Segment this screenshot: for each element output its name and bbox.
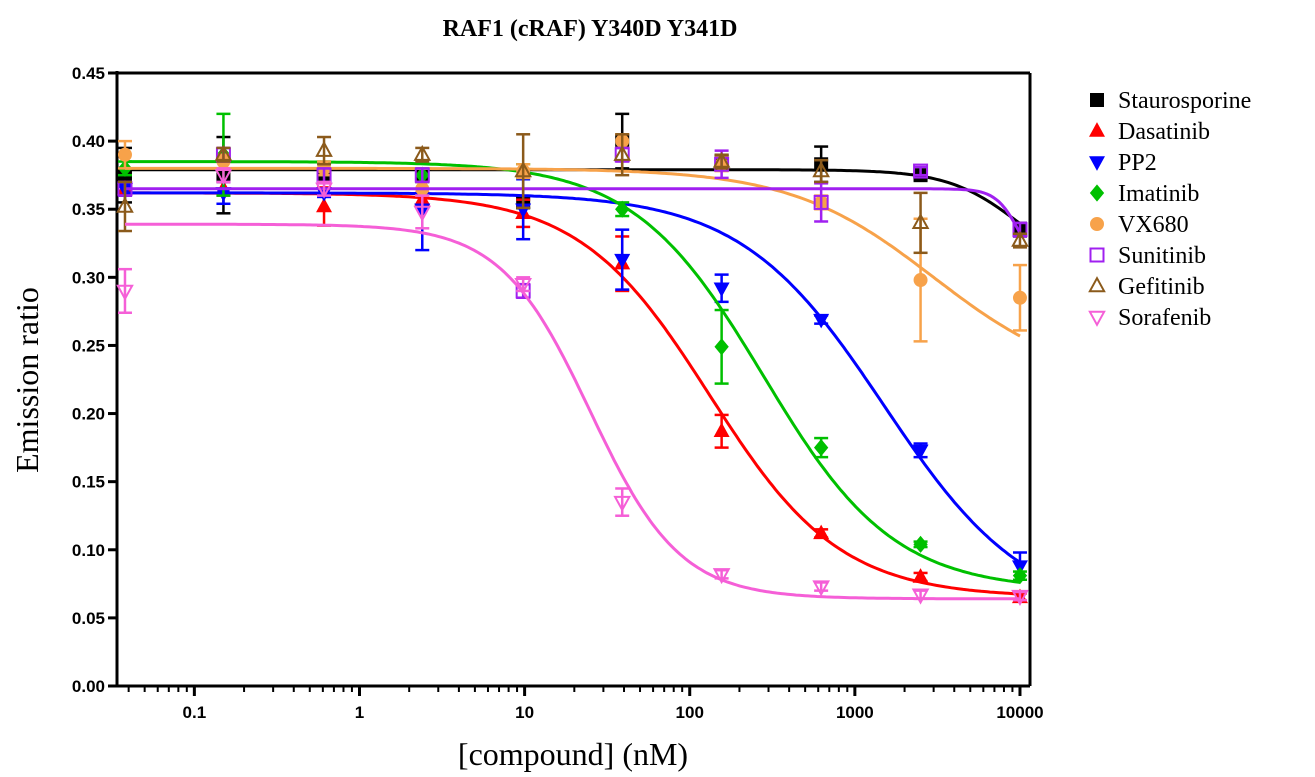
series bbox=[116, 133, 1029, 255]
y-tick-label: 0.40 bbox=[72, 132, 105, 151]
legend-marker bbox=[1089, 122, 1105, 137]
point bbox=[812, 161, 830, 178]
point bbox=[315, 182, 333, 199]
legend-label: Imatinib bbox=[1118, 181, 1199, 207]
point bbox=[712, 151, 731, 168]
fit-curve bbox=[125, 191, 1021, 564]
x-tick-label: 10000 bbox=[996, 703, 1043, 722]
point bbox=[712, 568, 731, 585]
legend-marker bbox=[1088, 276, 1106, 293]
legend-marker bbox=[1089, 184, 1105, 202]
point bbox=[1012, 567, 1028, 585]
point bbox=[1011, 230, 1029, 247]
error-bar bbox=[117, 180, 132, 233]
point bbox=[911, 588, 930, 605]
legend-label: Dasatinib bbox=[1118, 119, 1210, 145]
point bbox=[813, 313, 830, 329]
point bbox=[1011, 589, 1029, 606]
legend-label: Sorafenib bbox=[1118, 305, 1211, 331]
x-tick-label: 100 bbox=[676, 703, 704, 722]
point bbox=[713, 422, 730, 437]
x-tick-label: 0.1 bbox=[183, 703, 207, 722]
series bbox=[117, 112, 1028, 585]
chart-title: RAF1 (cRAF) Y340D Y341D bbox=[443, 16, 738, 42]
point bbox=[316, 197, 333, 213]
fit-curve bbox=[125, 222, 1020, 601]
point bbox=[713, 282, 730, 298]
error-bar bbox=[615, 133, 630, 177]
point bbox=[911, 212, 930, 230]
error-bar bbox=[415, 194, 430, 230]
point bbox=[116, 284, 134, 301]
legend-marker bbox=[1089, 247, 1105, 263]
point bbox=[812, 580, 830, 597]
point bbox=[413, 205, 432, 222]
y-tick-label: 0.30 bbox=[72, 268, 105, 287]
point bbox=[813, 524, 830, 540]
error-bar bbox=[913, 589, 928, 601]
y-tick-label: 0.05 bbox=[72, 609, 105, 628]
point bbox=[214, 144, 233, 161]
fit-curve bbox=[125, 187, 1022, 234]
fit-curve bbox=[125, 166, 1021, 338]
y-tick-label: 0.10 bbox=[72, 541, 105, 560]
legend-label: VX680 bbox=[1118, 212, 1189, 238]
point bbox=[613, 495, 632, 512]
y-tick-label: 0.15 bbox=[72, 473, 105, 492]
error-bar bbox=[814, 581, 829, 592]
point bbox=[613, 144, 632, 161]
point bbox=[913, 273, 928, 288]
point bbox=[315, 140, 333, 157]
y-tick-label: 0.00 bbox=[72, 677, 105, 696]
error-bar bbox=[913, 191, 928, 255]
point bbox=[912, 568, 929, 583]
legend-label: Gefitinib bbox=[1118, 274, 1205, 300]
point bbox=[614, 253, 631, 269]
point bbox=[714, 338, 729, 356]
series bbox=[116, 167, 1029, 606]
legend-label: PP2 bbox=[1118, 150, 1157, 176]
y-axis-label: Emission ratio bbox=[9, 287, 45, 473]
series bbox=[117, 112, 1027, 238]
fit-curve bbox=[125, 168, 1021, 225]
error-bar bbox=[913, 165, 928, 177]
error-bar bbox=[117, 267, 132, 315]
y-tick-label: 0.20 bbox=[72, 405, 105, 424]
point bbox=[913, 535, 928, 553]
error-bar bbox=[814, 182, 829, 223]
x-tick-label: 1000 bbox=[836, 703, 874, 722]
legend-label: Staurosporine bbox=[1118, 88, 1251, 114]
x-tick-label: 1 bbox=[355, 703, 364, 722]
fit-curve bbox=[125, 160, 1021, 584]
x-tick-label: 10 bbox=[515, 703, 534, 722]
legend-marker bbox=[1090, 93, 1104, 107]
point bbox=[912, 444, 929, 460]
point bbox=[413, 144, 432, 161]
y-tick-label: 0.35 bbox=[72, 200, 105, 219]
legend-marker bbox=[1089, 156, 1105, 171]
y-tick-label: 0.25 bbox=[72, 336, 105, 355]
legend-label: Sunitinib bbox=[1118, 243, 1206, 269]
point bbox=[514, 277, 533, 295]
point bbox=[414, 167, 430, 183]
error-bar bbox=[516, 133, 531, 210]
point bbox=[214, 168, 233, 186]
x-axis-label: [compound] (nM) bbox=[458, 736, 688, 772]
point bbox=[117, 147, 132, 162]
point bbox=[913, 163, 929, 179]
legend-marker bbox=[1088, 310, 1106, 327]
point bbox=[514, 161, 533, 178]
point bbox=[615, 200, 630, 218]
y-tick-label: 0.45 bbox=[72, 64, 105, 83]
legend-marker bbox=[1090, 217, 1104, 231]
point bbox=[813, 194, 829, 210]
point bbox=[813, 439, 829, 457]
error-bar bbox=[714, 568, 729, 580]
point bbox=[1012, 290, 1027, 305]
error-bar bbox=[1012, 590, 1027, 602]
point bbox=[116, 196, 134, 213]
